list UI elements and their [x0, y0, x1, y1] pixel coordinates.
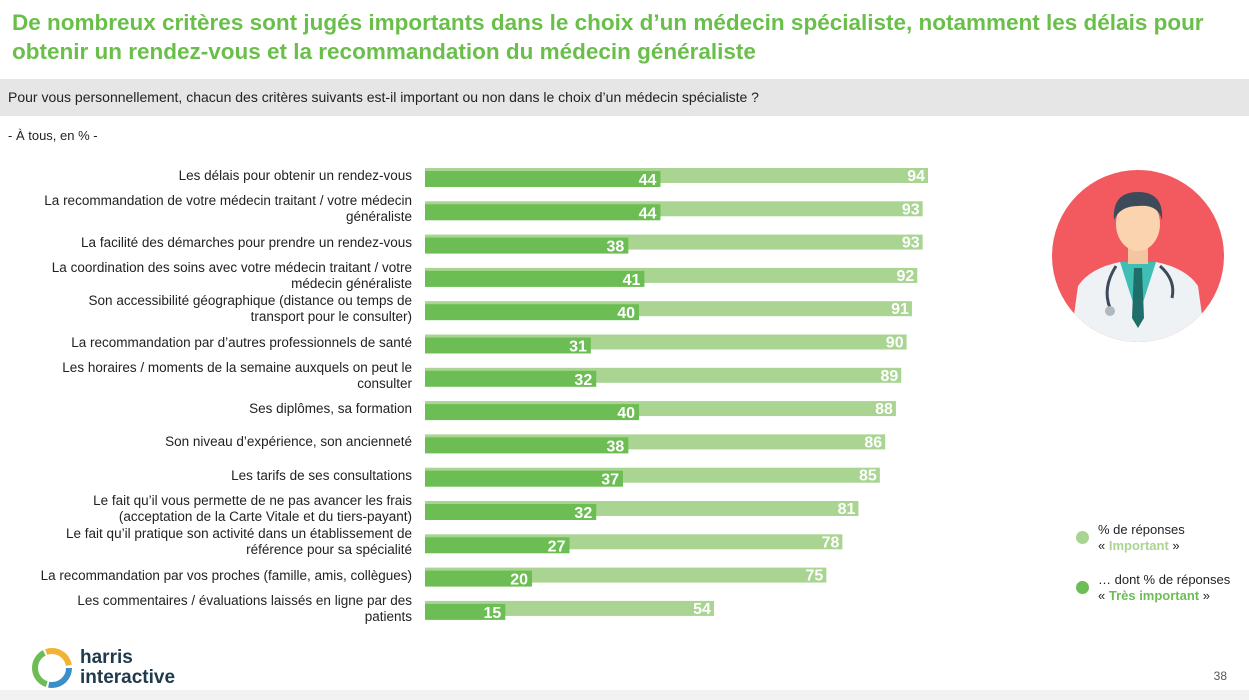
- logo-text-1: harris: [80, 647, 133, 668]
- page-number: 38: [1213, 669, 1227, 683]
- value-label-tres-important: 44: [639, 205, 657, 222]
- quote-open: «: [1098, 538, 1109, 553]
- bar-tres-important: [425, 570, 533, 587]
- quote-close: »: [1199, 588, 1210, 603]
- logo-text-2: interactive: [80, 667, 176, 688]
- legend-key: Important: [1108, 538, 1169, 553]
- value-label-tres-important: 41: [623, 272, 641, 289]
- bar-tres-important: [425, 337, 591, 354]
- value-label-important: 88: [875, 401, 893, 418]
- value-label-important: 81: [838, 501, 856, 518]
- value-label-tres-important: 40: [617, 305, 635, 322]
- value-label-tres-important: 38: [607, 438, 625, 455]
- legend-dot-important: [1076, 531, 1089, 544]
- category-label: La recommandation de votre médecin trait…: [44, 193, 412, 225]
- footer-bar: [0, 690, 1249, 700]
- value-label-tres-important: 27: [548, 538, 566, 555]
- category-label: Son accessibilité géographique (distance…: [88, 293, 412, 325]
- bar-tres-important: [425, 504, 597, 520]
- value-label-tres-important: 37: [601, 472, 619, 489]
- value-label-important: 85: [859, 468, 877, 485]
- bar-tres-important: [425, 537, 570, 554]
- value-label-tres-important: 32: [574, 505, 592, 522]
- category-label: Les délais pour obtenir un rendez-vous: [178, 168, 412, 183]
- category-label: Les horaires / moments de la semaine aux…: [62, 359, 412, 391]
- bar-tres-important: [425, 404, 640, 421]
- legend-dot-tres-important: [1076, 581, 1089, 594]
- value-label-important: 91: [891, 301, 909, 318]
- bar-tres-important: [425, 270, 645, 287]
- category-label: Les tarifs de ses consultations: [231, 467, 412, 483]
- category-label: Le fait qu’il pratique son activité dans…: [66, 526, 412, 558]
- legend-text: … dont % de réponses: [1098, 572, 1231, 587]
- value-label-tres-important: 20: [510, 572, 528, 589]
- value-label-tres-important: 15: [483, 605, 501, 622]
- bar-tres-important: [425, 437, 629, 454]
- category-label: La coordination des soins avec votre méd…: [51, 259, 412, 291]
- logo-icon: [32, 648, 72, 688]
- bar-tres-important: [425, 370, 597, 387]
- category-label: La recommandation par vos proches (famil…: [40, 567, 412, 583]
- doctor-illustration: [1052, 170, 1224, 342]
- slide-title: De nombreux critères sont jugés importan…: [12, 10, 1204, 64]
- value-label-important: 54: [693, 601, 711, 618]
- quote-open: «: [1098, 588, 1109, 603]
- category-label: La facilité des démarches pour prendre u…: [81, 234, 412, 250]
- category-label: Le fait qu’il vous permette de ne pas av…: [93, 493, 412, 524]
- category-label: Les commentaires / évaluations laissés e…: [77, 592, 412, 624]
- value-label-tres-important: 32: [574, 372, 592, 389]
- value-label-important: 89: [880, 368, 898, 385]
- legend-item-important: % de réponses « Important »: [1076, 522, 1185, 554]
- value-label-important: 94: [907, 168, 925, 185]
- value-label-important: 86: [864, 434, 882, 451]
- bar-tres-important: [425, 237, 629, 254]
- category-label: Son niveau d’expérience, son ancienneté: [165, 434, 412, 450]
- value-label-important: 93: [902, 235, 920, 252]
- quote-close: »: [1168, 538, 1180, 553]
- bar-tres-important: [425, 470, 623, 487]
- bar-tres-important: [425, 204, 661, 221]
- value-label-tres-important: 38: [607, 239, 625, 256]
- bar-tres-important: [425, 304, 640, 321]
- category-label: La recommandation par d’autres professio…: [71, 334, 412, 350]
- base-note: - À tous, en % -: [8, 128, 98, 143]
- bar-tres-important: [425, 603, 506, 620]
- value-label-tres-important: 40: [617, 405, 635, 422]
- value-label-tres-important: 44: [639, 172, 657, 189]
- category-label: Ses diplômes, sa formation: [249, 401, 412, 417]
- value-label-tres-important: 31: [569, 339, 587, 356]
- value-label-important: 93: [902, 201, 920, 218]
- value-label-important: 92: [897, 268, 915, 285]
- legend-key: Très important: [1108, 588, 1200, 603]
- value-label-important: 90: [886, 335, 904, 352]
- value-label-important: 75: [806, 568, 824, 585]
- legend-text: % de réponses: [1098, 522, 1185, 537]
- question-banner: Pour vous personnellement, chacun des cr…: [0, 79, 1249, 116]
- value-label-important: 78: [822, 534, 840, 551]
- bar-tres-important: [425, 171, 661, 187]
- legend-item-tres-important: … dont % de réponses « Très important »: [1076, 572, 1230, 604]
